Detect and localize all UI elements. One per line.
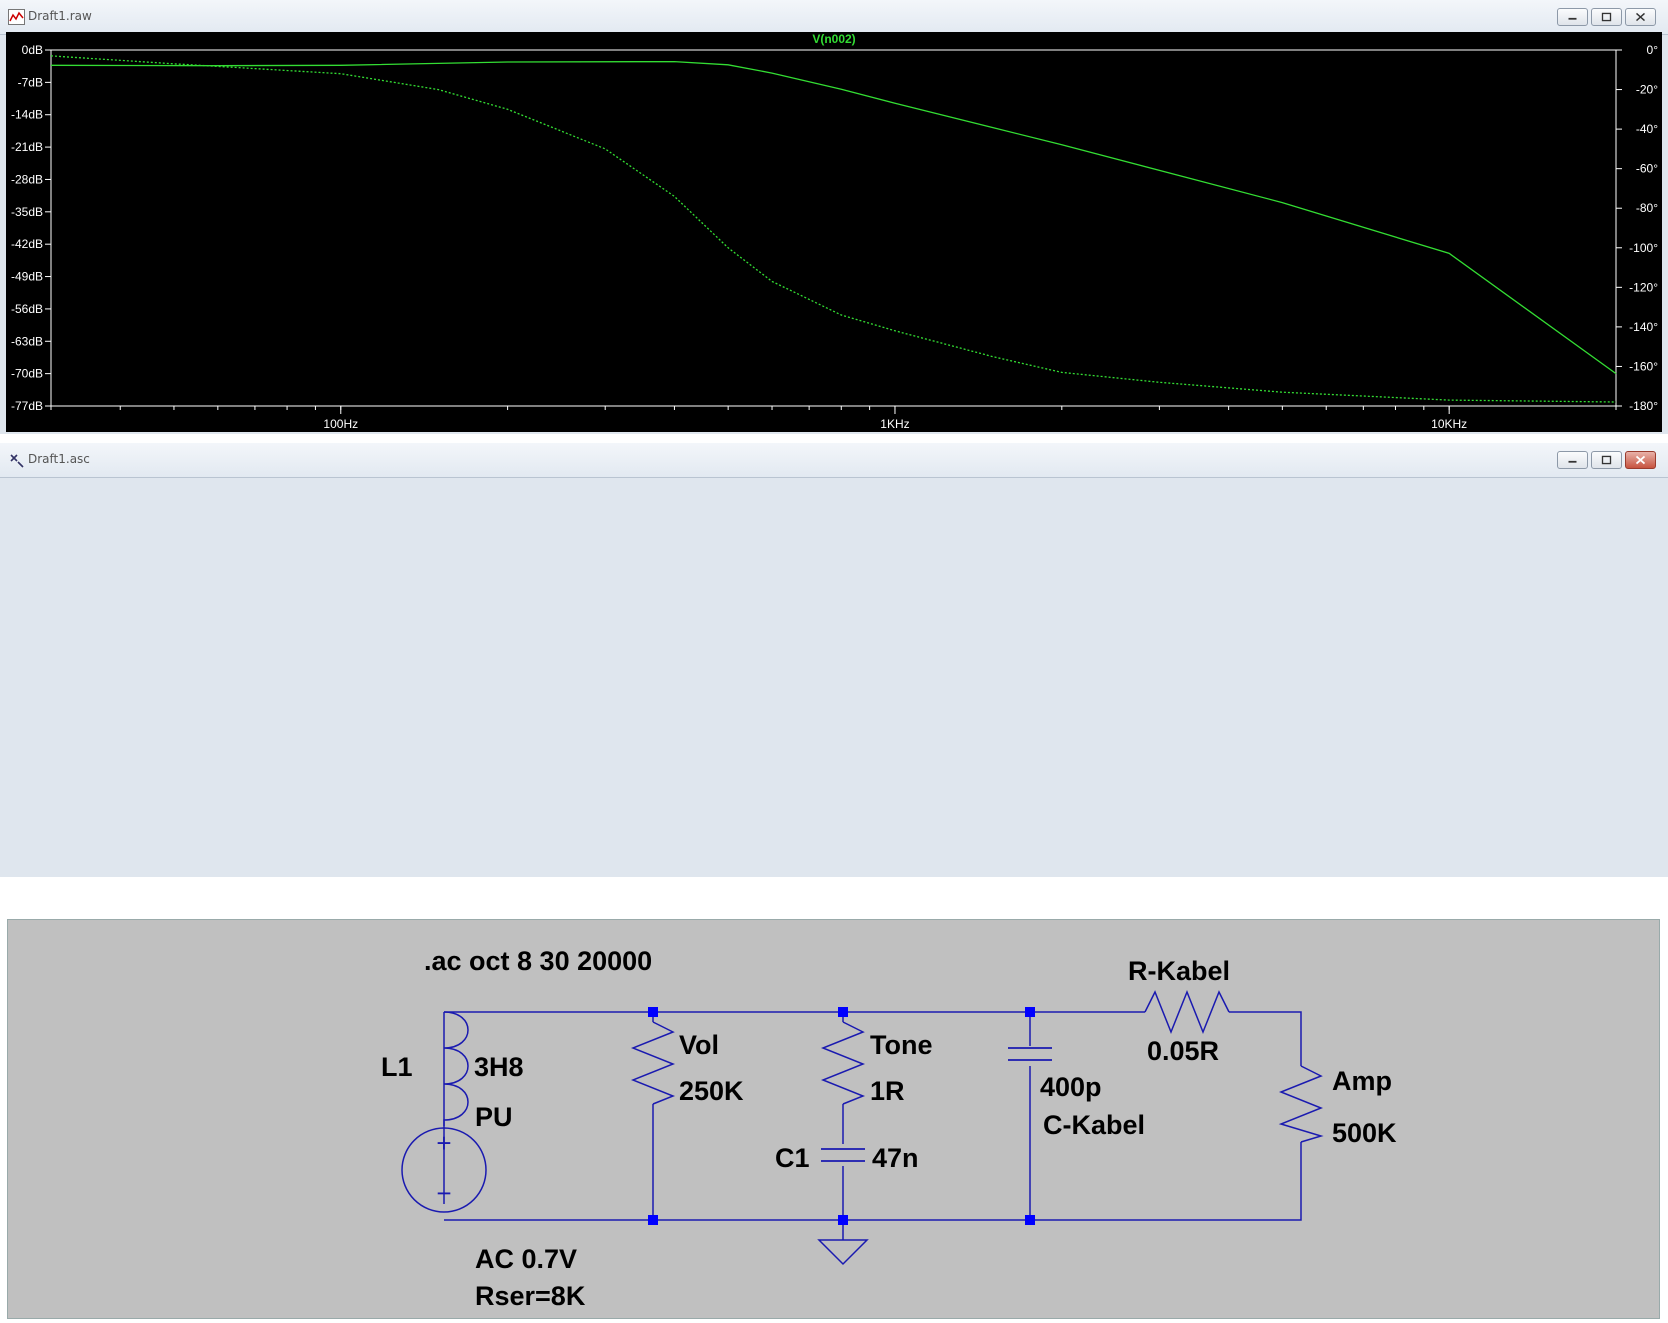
schematic-window: Draft1.asc xyxy=(0,443,1668,1319)
y-right-tick-label: -40° xyxy=(1636,122,1658,136)
junction[interactable] xyxy=(1025,1215,1035,1225)
spice-directive[interactable]: .ac oct 8 30 20000 xyxy=(424,946,652,976)
junction[interactable] xyxy=(838,1215,848,1225)
phase-trace xyxy=(50,55,1617,403)
schematic-canvas[interactable]: + − xyxy=(7,919,1660,1319)
tone-value-label[interactable]: 1R xyxy=(870,1076,905,1106)
plot-traces xyxy=(50,55,1617,403)
y-left-tick-label: 0dB xyxy=(22,43,43,57)
schematic-titlebar[interactable]: Draft1.asc xyxy=(0,443,1668,478)
y-right-tick-label: -120° xyxy=(1629,280,1658,294)
vol-name-label[interactable]: Vol xyxy=(679,1030,719,1060)
trace-label[interactable]: V(n002) xyxy=(812,32,855,46)
bode-plot[interactable]: V(n002) 0dB -7dB -14dB -21dB -28dB -35dB -42dB… xyxy=(6,32,1662,432)
close-button[interactable] xyxy=(1625,451,1656,469)
junction[interactable] xyxy=(1025,1007,1035,1017)
y-left-tick-label: -35dB xyxy=(11,205,43,219)
close-icon xyxy=(1636,12,1645,22)
tone-name-label[interactable]: Tone xyxy=(870,1030,933,1060)
plot-frame xyxy=(50,49,1617,407)
source-rser-label[interactable]: Rser=8K xyxy=(475,1281,586,1311)
close-button[interactable] xyxy=(1625,8,1656,26)
x-tick-label: 1KHz xyxy=(880,417,909,431)
restore-button[interactable] xyxy=(1591,8,1622,26)
c1-value-label[interactable]: 47n xyxy=(872,1143,919,1173)
restore-icon xyxy=(1601,12,1612,22)
y-left-tick-label: -70dB xyxy=(11,367,43,381)
ckabel-value-label[interactable]: 400p xyxy=(1040,1072,1102,1102)
source-value-label[interactable]: AC 0.7V xyxy=(475,1244,577,1274)
waveform-window-title: Draft1.raw xyxy=(28,9,92,23)
resistor-amp[interactable] xyxy=(1278,1065,1324,1143)
junction[interactable] xyxy=(838,1007,848,1017)
y-right-tick-label: -100° xyxy=(1629,241,1658,255)
resistor-vol[interactable] xyxy=(630,1021,676,1105)
source-plus-sign: + xyxy=(436,1128,451,1158)
y-left-tick-label: -42dB xyxy=(11,237,43,251)
magnitude-trace xyxy=(50,60,1617,375)
source-name-label[interactable]: PU xyxy=(475,1102,513,1132)
minimize-icon xyxy=(1568,460,1577,463)
y-right-tick-label: 0° xyxy=(1647,43,1659,57)
schematic-window-title: Draft1.asc xyxy=(28,452,90,466)
vol-value-label[interactable]: 250K xyxy=(679,1076,744,1106)
restore-icon xyxy=(1601,455,1612,465)
y-left-tick-label: -63dB xyxy=(11,334,43,348)
bode-plot-svg: V(n002) 0dB -7dB -14dB -21dB -28dB -35dB -42dB… xyxy=(11,32,1658,431)
waveform-titlebar[interactable]: Draft1.raw xyxy=(0,0,1668,35)
y-left-tick-label: -14dB xyxy=(11,108,43,122)
restore-button[interactable] xyxy=(1591,451,1622,469)
x-tick-label: 100Hz xyxy=(323,417,358,431)
junction[interactable] xyxy=(648,1007,658,1017)
rkabel-value-label[interactable]: 0.05R xyxy=(1147,1036,1219,1066)
capacitor-ckabel[interactable] xyxy=(1008,1047,1052,1061)
y-right-tick-label: -140° xyxy=(1629,320,1658,334)
y-left-tick-label: -21dB xyxy=(11,140,43,154)
resistor-tone[interactable] xyxy=(820,1021,866,1105)
waveform-app-icon xyxy=(8,9,25,25)
amp-name-label[interactable]: Amp xyxy=(1332,1066,1392,1096)
wire-top-rail-right[interactable] xyxy=(1229,1011,1302,1066)
x-tick-label: 10KHz xyxy=(1431,417,1467,431)
schematic-svg: + − xyxy=(381,946,1397,1311)
source-minus-sign: − xyxy=(436,1178,451,1208)
y-right-tick-label: -180° xyxy=(1629,399,1658,413)
y-right-tick-label: -60° xyxy=(1636,162,1658,176)
waveform-window: Draft1.raw V(n002) 0dB -7dB -14dB -21dB -28d… xyxy=(0,0,1668,434)
inductor-l1[interactable] xyxy=(443,1011,469,1126)
capacitor-c1[interactable] xyxy=(821,1148,865,1162)
y-right-tick-label: -20° xyxy=(1636,83,1658,97)
rkabel-name-label[interactable]: R-Kabel xyxy=(1128,956,1230,986)
c1-name-label[interactable]: C1 xyxy=(775,1143,810,1173)
resistor-rkabel[interactable] xyxy=(1144,989,1230,1035)
amp-value-label[interactable]: 500K xyxy=(1332,1118,1397,1148)
y-right-tick-label: -160° xyxy=(1629,359,1658,373)
y-left-tick-label: -77dB xyxy=(11,399,43,413)
minimize-icon xyxy=(1568,17,1577,20)
ground-symbol[interactable] xyxy=(817,1239,869,1266)
schematic-app-icon xyxy=(10,454,24,468)
y-left-tick-label: -28dB xyxy=(11,172,43,186)
l1-name-label[interactable]: L1 xyxy=(381,1052,413,1082)
plot-axes: 0dB -7dB -14dB -21dB -28dB -35dB -42dB -49dB -56… xyxy=(11,43,1658,431)
minimize-button[interactable] xyxy=(1557,451,1588,469)
minimize-button[interactable] xyxy=(1557,8,1588,26)
y-left-tick-label: -49dB xyxy=(11,270,43,284)
l1-value-label[interactable]: 3H8 xyxy=(474,1052,524,1082)
y-left-tick-label: -7dB xyxy=(18,75,43,89)
ckabel-name-label[interactable]: C-Kabel xyxy=(1043,1110,1145,1140)
y-left-tick-label: -56dB xyxy=(11,302,43,316)
y-right-tick-label: -80° xyxy=(1636,201,1658,215)
junction[interactable] xyxy=(648,1215,658,1225)
close-icon xyxy=(1635,455,1646,465)
